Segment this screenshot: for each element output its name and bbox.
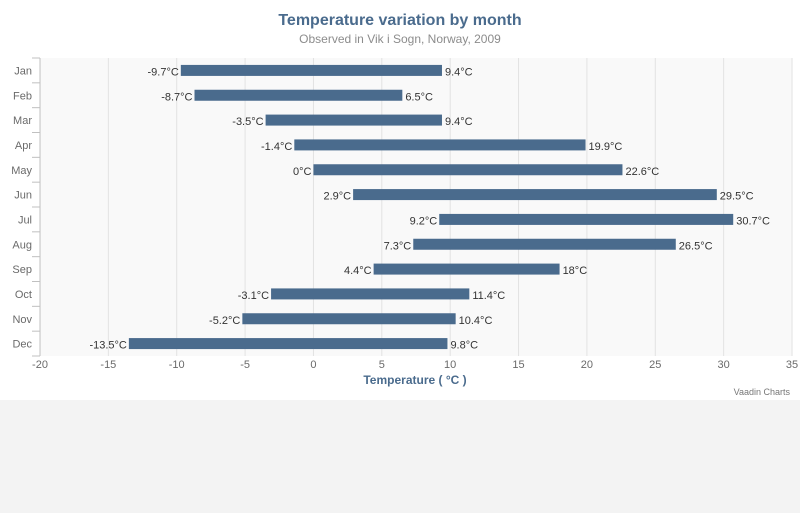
data-label-low: -5.2°C	[209, 315, 240, 327]
data-label-high: 30.7°C	[736, 215, 770, 227]
chart-title: Temperature variation by month	[278, 12, 521, 29]
data-label-low: -3.1°C	[238, 290, 269, 302]
chart-container: Jan Feb Mar Apr May Jun Jul Aug Sep Oct Nov Dec -9.…	[0, 0, 800, 400]
y-category-label: Oct	[15, 289, 32, 301]
x-tick-label: -15	[100, 359, 116, 371]
data-label-low: 9.2°C	[410, 215, 438, 227]
x-tick-label: 10	[444, 359, 456, 371]
data-label-high: 22.6°C	[625, 166, 659, 178]
chart-subtitle: Observed in Vik i Sogn, Norway, 2009	[299, 32, 501, 46]
y-category-label: Mar	[13, 115, 32, 127]
range-bar[interactable]	[313, 164, 623, 176]
range-bar[interactable]	[271, 288, 470, 300]
x-tick-label: 30	[718, 359, 730, 371]
data-label-low: -3.5°C	[232, 116, 263, 128]
data-label-low: 7.3°C	[384, 240, 412, 252]
y-category-label: Feb	[13, 90, 32, 102]
y-category-label: Jan	[14, 65, 32, 77]
x-tick-label: -5	[240, 359, 250, 371]
range-bar[interactable]	[242, 313, 456, 325]
x-tick-label: 15	[512, 359, 524, 371]
series-bars	[128, 64, 734, 350]
x-tick-label: 5	[379, 359, 385, 371]
range-bar[interactable]	[413, 238, 676, 250]
x-axis-title: Temperature ( °C )	[363, 373, 466, 387]
x-tick-label: -10	[169, 359, 185, 371]
y-category-label: Sep	[12, 264, 32, 276]
data-label-high: 9.8°C	[450, 340, 478, 352]
range-bar[interactable]	[180, 64, 442, 76]
credits-link[interactable]: Vaadin Charts	[734, 387, 791, 397]
y-category-label: Jul	[18, 214, 32, 226]
data-label-high: 19.9°C	[589, 141, 623, 153]
y-category-label: Dec	[12, 339, 32, 351]
x-tick-label: 20	[581, 359, 593, 371]
y-category-label: Apr	[15, 140, 32, 152]
data-label-high: 11.4°C	[472, 290, 505, 302]
data-label-high: 6.5°C	[405, 91, 433, 103]
range-bar[interactable]	[439, 213, 734, 225]
range-bar[interactable]	[128, 338, 448, 350]
y-category-label: Jun	[14, 190, 32, 202]
x-tick-label: -20	[32, 359, 48, 371]
y-category-label: May	[11, 165, 32, 177]
plot-area-background	[40, 58, 792, 356]
data-label-high: 9.4°C	[445, 116, 473, 128]
range-bar[interactable]	[373, 263, 560, 275]
data-label-low: 2.9°C	[323, 191, 351, 203]
data-label-high: 26.5°C	[679, 240, 713, 252]
data-label-low: -13.5°C	[89, 340, 126, 352]
chart-svg: Jan Feb Mar Apr May Jun Jul Aug Sep Oct Nov Dec -9.…	[11, 12, 798, 397]
x-axis-tick-labels: -20 -15 -10 -5 0 5 10 15 20 25 30 35	[32, 359, 798, 371]
data-label-high: 9.4°C	[445, 66, 473, 78]
data-label-low: -1.4°C	[261, 141, 292, 153]
y-axis: Jan Feb Mar Apr May Jun Jul Aug Sep Oct Nov Dec	[11, 57, 41, 357]
x-tick-label: 25	[649, 359, 661, 371]
x-tick-label: 35	[786, 359, 798, 371]
range-bar[interactable]	[194, 89, 403, 101]
data-labels: -9.7°C 9.4°C -8.7°C 6.5°C -3.5°C 9.4°C -1.4°C 1…	[89, 66, 770, 351]
range-bar[interactable]	[265, 114, 442, 126]
y-category-label: Aug	[12, 239, 32, 251]
grid-lines	[39, 58, 793, 356]
y-category-label: Nov	[12, 314, 32, 326]
range-bar[interactable]	[294, 139, 586, 151]
data-label-low: 0°C	[293, 166, 312, 178]
data-label-high: 18°C	[563, 265, 588, 277]
range-bar[interactable]	[353, 189, 717, 201]
data-label-low: 4.4°C	[344, 265, 372, 277]
data-label-high: 29.5°C	[720, 191, 754, 203]
x-tick-label: 0	[310, 359, 316, 371]
data-label-low: -9.7°C	[148, 66, 179, 78]
data-label-high: 10.4°C	[459, 315, 493, 327]
data-label-low: -8.7°C	[161, 91, 192, 103]
